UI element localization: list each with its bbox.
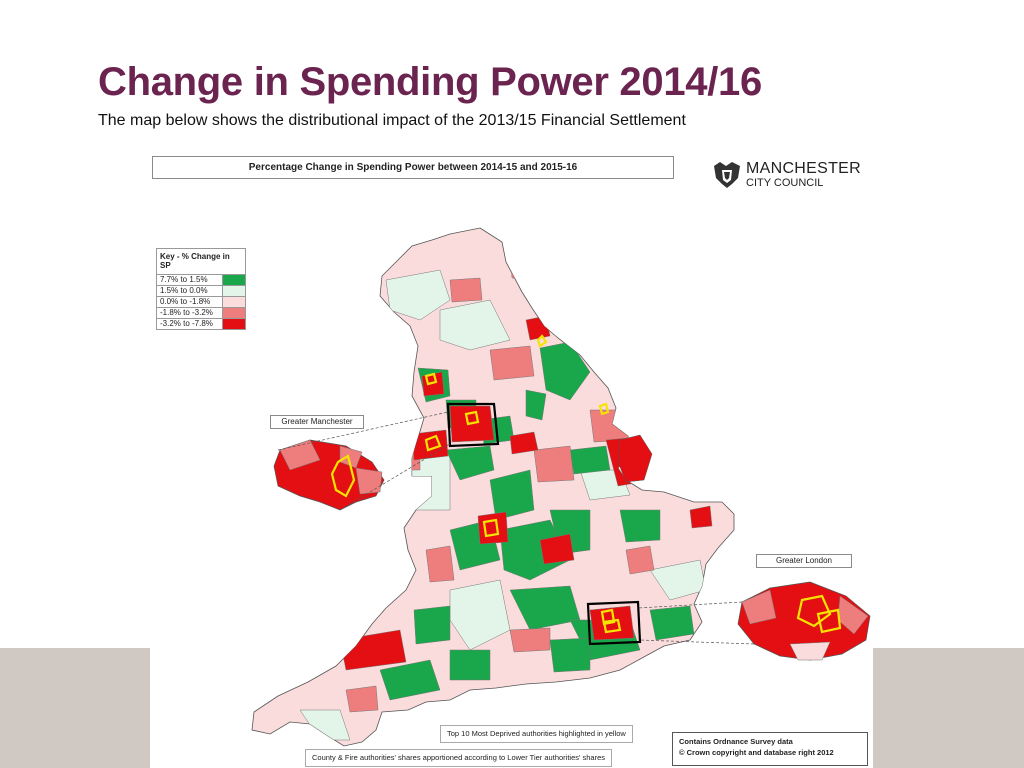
leader-lines [277,411,755,645]
region-gloucestershire [425,545,455,583]
key-swatch [222,297,245,307]
inset-gl-bromley [789,641,831,661]
region-norfolk-west [589,409,635,443]
region-york [525,389,547,421]
highlight-blackpool [424,372,438,386]
region-norwich [689,505,713,529]
manchester-logo: MANCHESTER CITY COUNCIL [710,158,870,192]
coat-of-arms-icon [714,162,740,188]
key-row: 0.0% to -1.8% [157,296,245,307]
greater-london-outline [586,600,642,646]
map-key: Key - % Change in SP 7.7% to 1.5% 1.5% t… [156,248,246,330]
slide-subtitle: The map below shows the distributional i… [98,112,686,129]
region-norfolk [617,434,653,483]
note-apportion: County & Fire authorities' shares apport… [305,749,613,767]
region-west-sussex [549,637,591,673]
deprived-highlights [424,334,622,634]
region-birmingham [477,511,509,545]
leader-gm-top [277,411,449,451]
highlight-middlesbrough [536,334,548,348]
region-dorset [449,649,491,681]
map-header: Percentage Change in Spending Power betw… [152,156,674,179]
region-plymouth [345,685,379,713]
region-north-yorkshire [439,299,511,351]
copyright-line1: Contains Ordnance Survey data [679,737,793,746]
leader-gl-top [637,601,743,609]
inset-gl-hackney-highlight [796,594,832,628]
region-staffordshire [445,445,495,481]
key-row: 1.5% to 0.0% [157,285,245,296]
region-liverpool [411,429,449,461]
inset-gm-oldham [339,445,363,469]
key-label: -3.2% to -7.8% [160,319,213,328]
region-sheffield [509,431,539,455]
region-somerset [413,605,451,645]
region-hampshire [509,627,551,653]
region-cambridgeshire [569,445,611,475]
region-leicestershire [489,469,535,521]
callout-greater-manchester: Greater Manchester [270,415,364,429]
note-deprived: Top 10 Most Deprived authorities highlig… [440,725,633,743]
region-essex-north [619,509,661,543]
region-devon [379,659,441,701]
copyright-line2: © Crown copyright and database right 201… [679,748,834,757]
inset-gm-manchester-highlight [330,454,356,498]
region-oxfordshire [499,519,571,581]
highlight-hull [598,402,610,416]
england-map [251,227,871,747]
highlight-manchester [464,410,480,426]
map-panel: Percentage Change in Spending Power betw… [150,150,873,768]
key-title: Key - % Change in SP [160,252,230,270]
key-swatch [222,275,245,285]
copyright-box: Contains Ordnance Survey data © Crown co… [672,732,868,766]
inset-gm-tameside [355,467,383,495]
key-swatch [222,286,245,296]
key-label: 0.0% to -1.8% [160,297,211,306]
region-leeds [489,345,535,381]
key-label: -1.8% to -3.2% [160,308,213,317]
logo-line2: CITY COUNCIL [746,177,824,189]
inset-gl-hillingdon [741,589,777,625]
region-northumberland-coast [499,228,535,251]
callout-greater-london: Greater London [756,554,852,568]
highlight-liverpool [424,434,442,452]
greater-manchester-outline [446,402,500,448]
key-label: 7.7% to 1.5% [160,275,208,284]
highlight-birmingham [482,518,500,538]
region-cumbria [385,269,451,321]
highlight-hackney [602,618,622,634]
region-northamptonshire [533,445,575,483]
key-swatch [222,319,245,329]
logo-line1: MANCHESTER [746,160,862,177]
key-row: -3.2% to -7.8% [157,318,245,329]
key-row: 7.7% to 1.5% [157,274,245,285]
region-leicester [539,533,575,565]
key-row: -1.8% to -3.2% [157,307,245,318]
leader-gm-bottom [339,443,451,511]
region-thurrock [625,545,655,575]
region-durham [449,277,483,303]
inset-gl-newham-highlight [816,608,842,634]
key-swatch [222,308,245,318]
region-kent-south [649,605,695,641]
region-tyneside [509,249,543,281]
key-label: 1.5% to 0.0% [160,286,208,295]
highlight-tower-hamlets [600,608,616,626]
leader-gl-bottom [639,639,755,645]
slide-title: Change in Spending Power 2014/16 [98,60,762,104]
